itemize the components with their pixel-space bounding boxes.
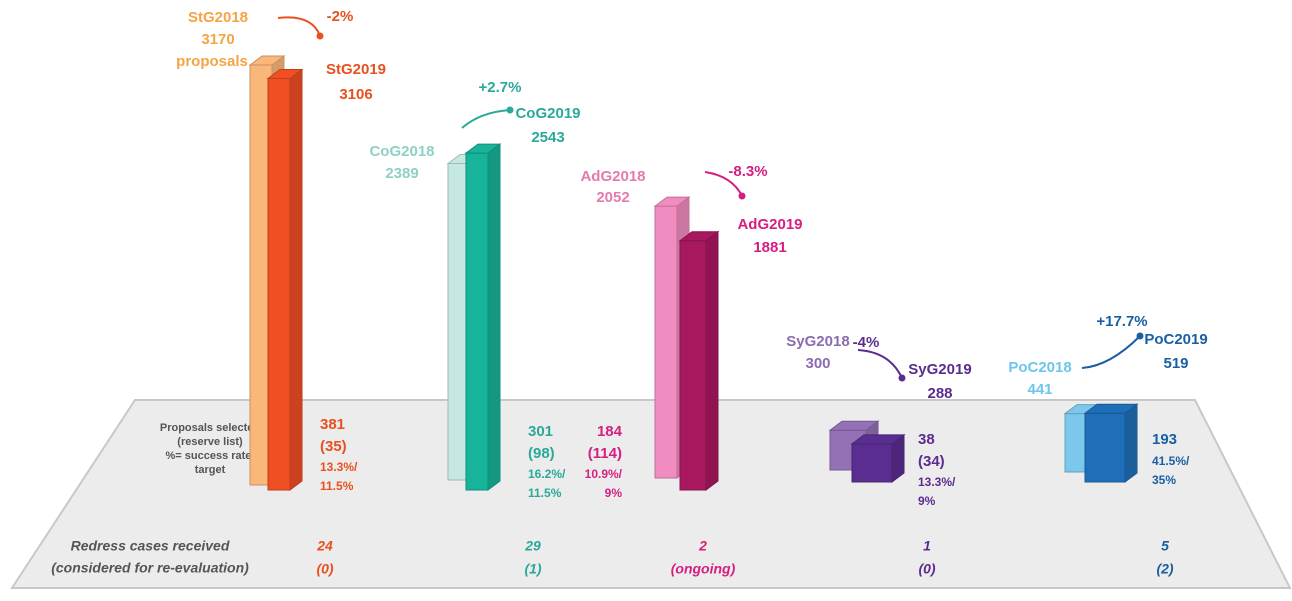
label-2018: CoG2018 — [369, 143, 434, 160]
target: 35% — [1152, 473, 1176, 487]
label-2018: StG2018 — [188, 9, 248, 26]
label-2019: AdG2019 — [737, 216, 802, 233]
bar-front — [465, 152, 489, 491]
bar-side — [1124, 403, 1138, 483]
rate: 41.5%/ — [1152, 454, 1190, 468]
selected: 38 — [918, 431, 935, 448]
bar-front — [1064, 413, 1088, 473]
value-2018: 2052 — [596, 189, 629, 206]
rate: 13.3%/ — [918, 475, 956, 489]
row-label: (reserve list) — [177, 436, 243, 448]
bar-front — [851, 443, 893, 483]
arrow — [277, 16, 321, 37]
bar — [1083, 403, 1139, 483]
bar-top — [248, 55, 286, 66]
arrow-head — [506, 106, 514, 114]
change: -2% — [327, 8, 354, 25]
bar-top — [828, 420, 880, 431]
bar-top — [464, 143, 502, 154]
value-2018: 441 — [1027, 381, 1052, 398]
redress-note: (0) — [918, 561, 935, 577]
target: 11.5% — [320, 479, 354, 493]
bar-front — [654, 205, 678, 479]
target: 11.5% — [528, 486, 562, 500]
bar — [464, 143, 502, 491]
row-label: target — [195, 464, 226, 476]
reserve: (34) — [918, 453, 945, 470]
change: -8.3% — [728, 163, 767, 180]
unit: proposals — [176, 53, 248, 70]
label-2019: CoG2019 — [515, 105, 580, 122]
redress-note: (0) — [316, 561, 333, 577]
bar — [266, 68, 304, 491]
row-label: Redress cases received — [71, 538, 230, 554]
label-2019: PoC2019 — [1144, 331, 1207, 348]
label-2019: StG2019 — [326, 61, 386, 78]
rate: 16.2%/ — [528, 467, 566, 481]
value-2018: 300 — [805, 355, 830, 372]
value-2019: 288 — [927, 385, 952, 402]
bar-top — [653, 196, 691, 207]
bar-side — [705, 230, 719, 491]
selected: 184 — [597, 423, 623, 440]
redress: 1 — [923, 538, 931, 554]
selected: 193 — [1152, 431, 1177, 448]
redress: 29 — [524, 538, 541, 554]
bar-top — [266, 68, 304, 79]
bar-side — [289, 68, 303, 491]
redress-note: (ongoing) — [671, 561, 736, 577]
bar — [678, 230, 720, 491]
bar-top — [1083, 403, 1139, 414]
redress: 2 — [698, 538, 707, 554]
change: +2.7% — [479, 79, 522, 96]
arrow-head — [316, 32, 324, 40]
value-2019: 2543 — [531, 129, 564, 146]
value-2019: 1881 — [753, 239, 786, 256]
selected: 301 — [528, 423, 553, 440]
selected: 381 — [320, 416, 345, 433]
label-2019: SyG2019 — [908, 361, 971, 378]
arrow — [461, 109, 511, 129]
redress-note: (2) — [1156, 561, 1173, 577]
arrow-head — [738, 192, 746, 200]
change: +17.7% — [1096, 313, 1147, 330]
label-2018: PoC2018 — [1008, 359, 1071, 376]
floor — [10, 399, 1292, 589]
reserve: (35) — [320, 438, 347, 455]
target: 9% — [918, 494, 936, 508]
label-2018: AdG2018 — [580, 168, 645, 185]
reserve: (98) — [528, 445, 555, 462]
redress: 24 — [316, 538, 333, 554]
arrow-head — [898, 374, 906, 382]
row-label: %= success rate/ — [166, 450, 255, 462]
bar-front — [1084, 412, 1126, 483]
bar-top — [678, 231, 720, 242]
bar — [850, 433, 906, 483]
value-2018: 2389 — [385, 165, 418, 182]
bar-front — [679, 240, 707, 491]
value-2018: 3170 — [201, 31, 234, 48]
arrow-head — [1136, 332, 1144, 340]
arrow — [857, 349, 903, 379]
target: 9% — [605, 486, 623, 500]
change: -4% — [853, 334, 880, 351]
arrow — [704, 171, 743, 197]
bar-side — [487, 143, 501, 491]
bar-top — [850, 434, 906, 445]
rate: 13.3%/ — [320, 460, 358, 474]
arrow — [1081, 335, 1141, 369]
redress: 5 — [1161, 538, 1169, 554]
row-label: (considered for re-evaluation) — [51, 560, 249, 576]
value-2019: 519 — [1163, 355, 1188, 372]
value-2019: 3106 — [339, 86, 372, 103]
label-2018: SyG2018 — [786, 333, 849, 350]
reserve: (114) — [588, 445, 622, 462]
rate: 10.9%/ — [585, 467, 623, 481]
row-label: Proposals selected — [160, 422, 260, 434]
bar-front — [447, 162, 469, 481]
redress-note: (1) — [524, 561, 541, 577]
bar-front — [267, 77, 291, 491]
